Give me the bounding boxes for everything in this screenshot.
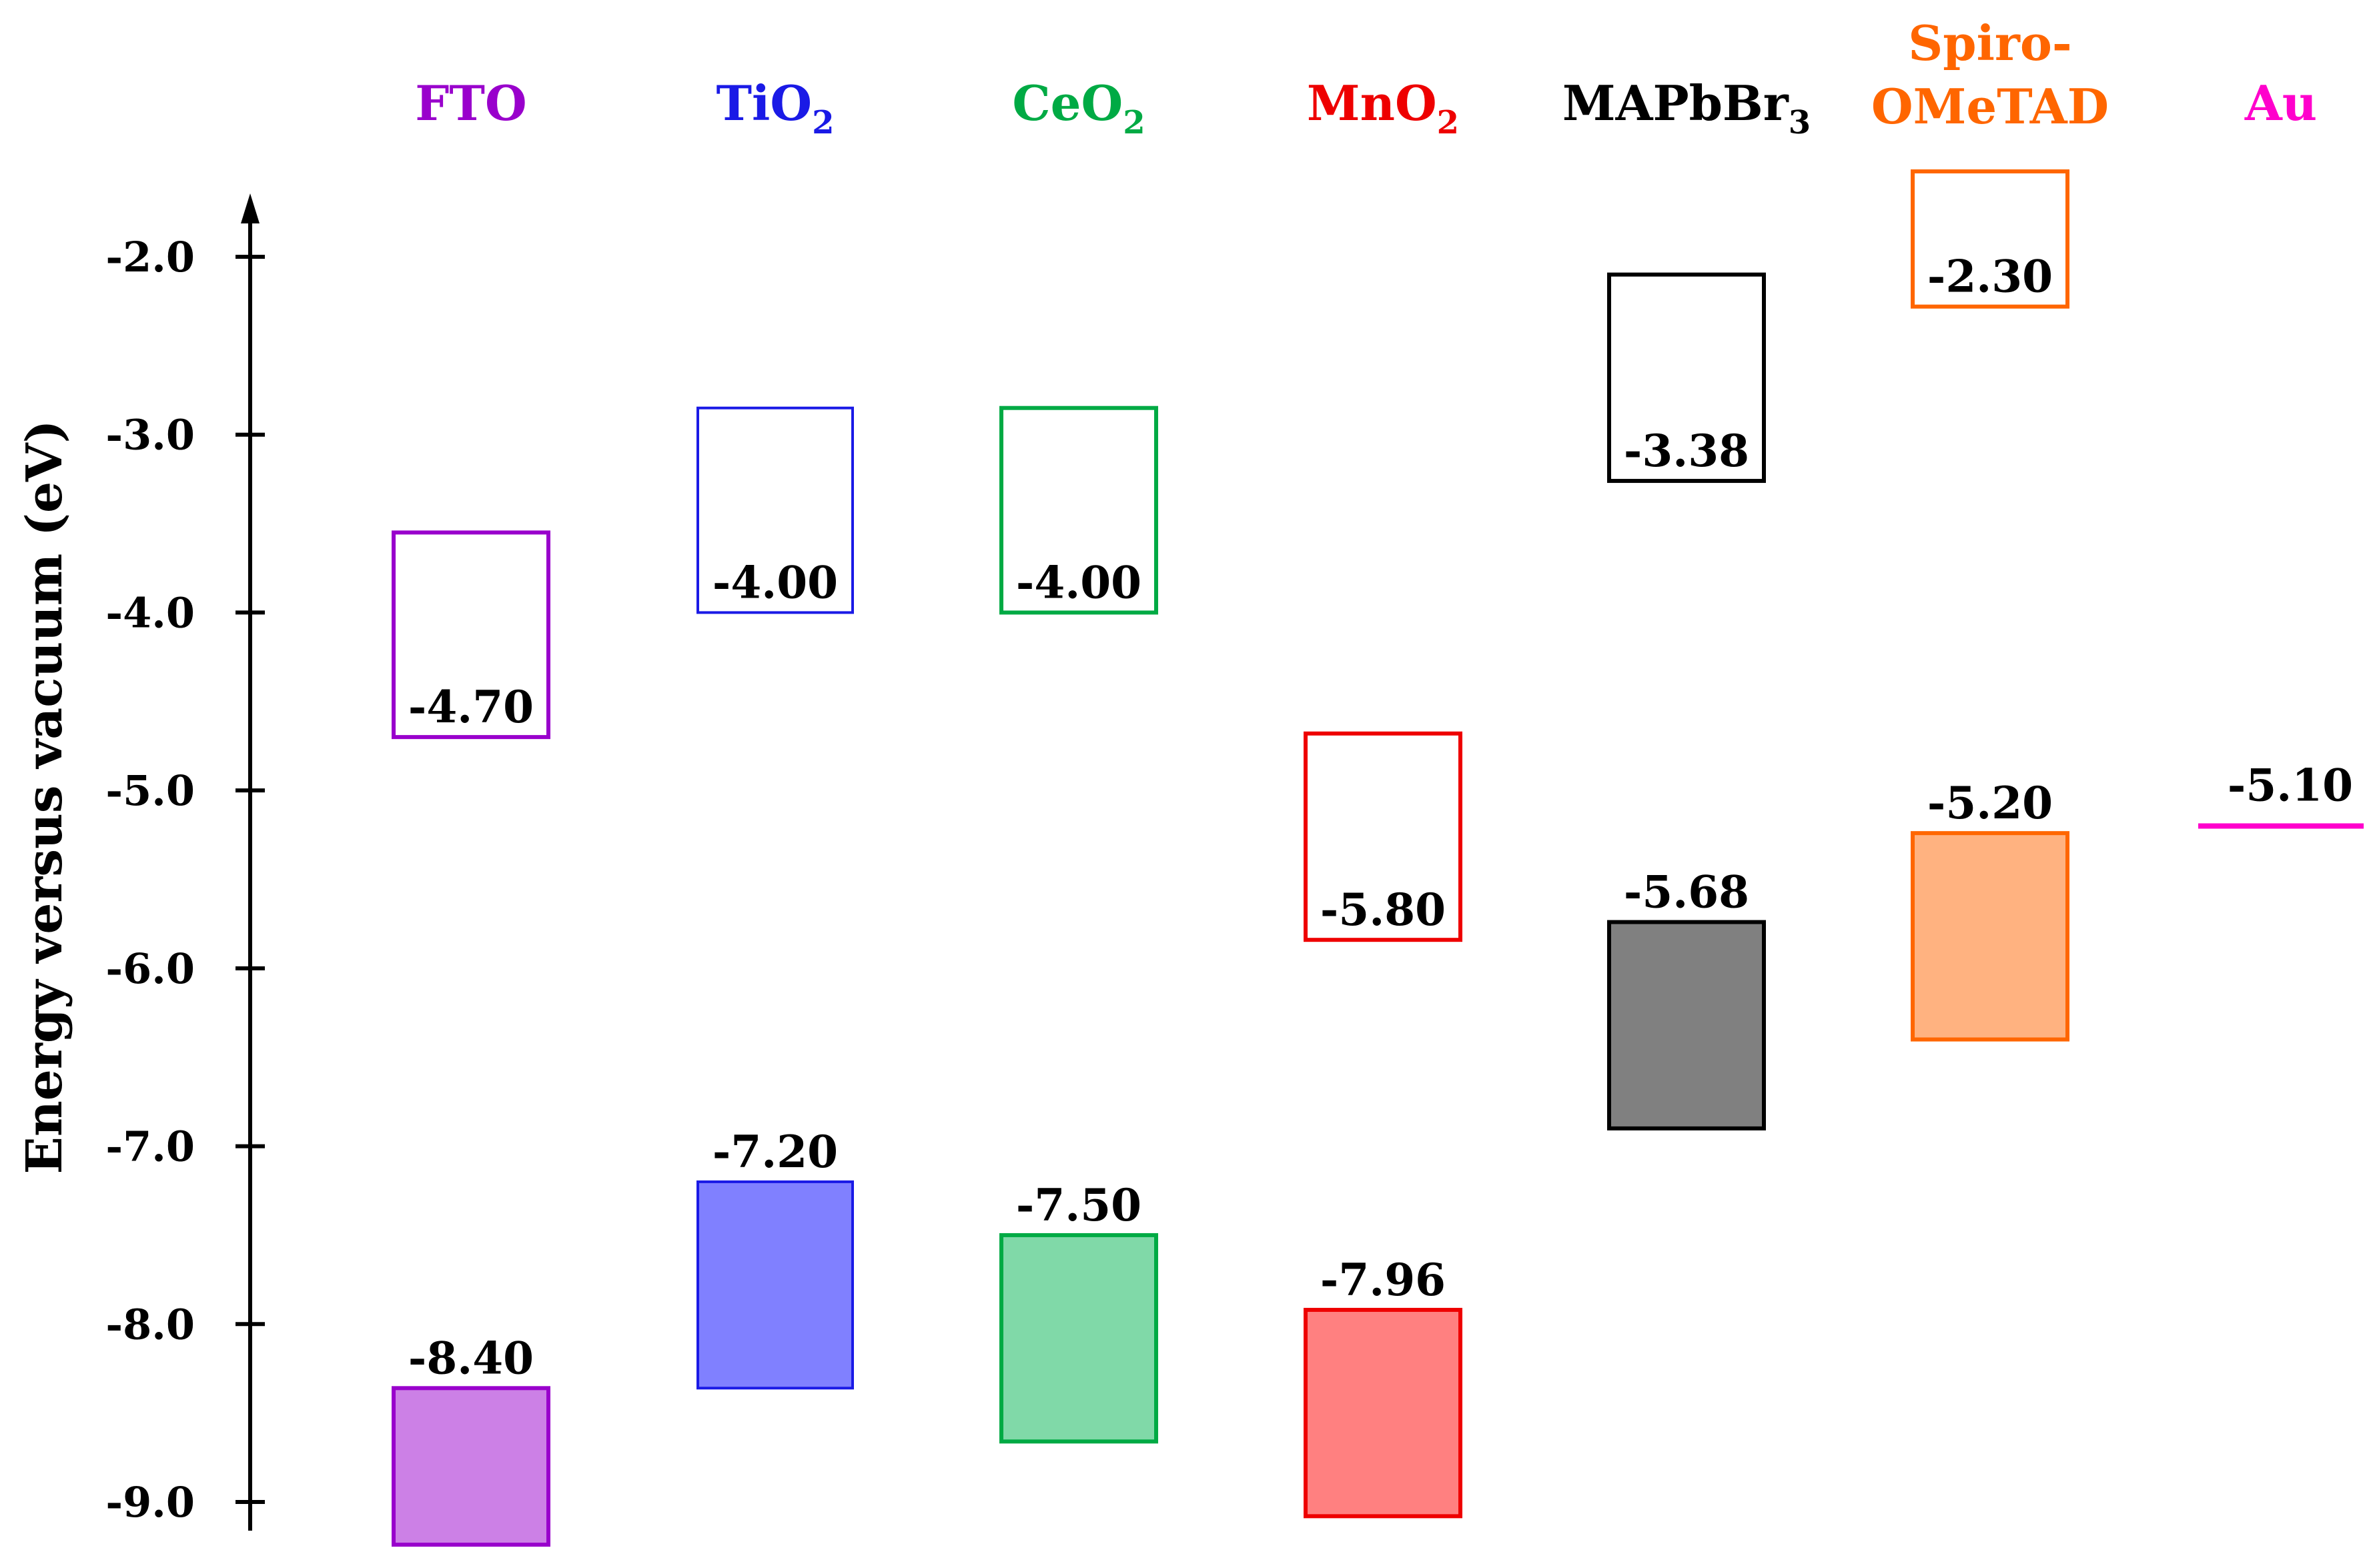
material-header: CeO2 — [1012, 75, 1145, 141]
material-header: Au — [2244, 75, 2317, 131]
valence-band-label: -8.40 — [408, 1332, 534, 1384]
conduction-band-label: -3.38 — [1624, 425, 1749, 477]
valence-band-box — [392, 1386, 550, 1547]
valence-band-label: -7.50 — [1016, 1179, 1141, 1231]
material-header: MnO2 — [1307, 75, 1459, 141]
valence-band-box — [999, 1233, 1158, 1444]
y-tick-label: -5.0 — [105, 766, 195, 815]
material-header-line2: OMeTAD — [1871, 78, 2109, 135]
y-tick-label: -9.0 — [105, 1478, 195, 1527]
conduction-band-box — [1911, 169, 2069, 309]
valence-band-box — [1607, 920, 1766, 1130]
band-boxes — [392, 169, 2364, 1547]
conduction-band-label: -4.00 — [713, 556, 838, 608]
valence-band-box — [1304, 1307, 1462, 1519]
conduction-band-label: -4.70 — [408, 681, 534, 733]
material-header: TiO2 — [716, 75, 834, 141]
valence-band-label: -7.20 — [713, 1126, 838, 1178]
material-header: Spiro- — [1908, 15, 2072, 71]
y-axis: -2.0 -3.0 -4.0 -5.0 -6.0 -7.0 -8.0 -9.0 Energy v… — [16, 193, 265, 1531]
y-tick-label: -4.0 — [105, 588, 195, 637]
valence-band-label: -5.20 — [1927, 777, 2053, 829]
valence-band-box — [1911, 831, 2069, 1042]
y-tick-label: -7.0 — [105, 1122, 195, 1171]
material-header: FTO — [415, 75, 526, 131]
work-function-label: -5.10 — [2228, 759, 2353, 811]
conduction-band-label: -2.30 — [1927, 251, 2053, 303]
valence-band-label: -7.96 — [1320, 1254, 1446, 1306]
y-axis-title: Energy versus vacuum (eV) — [16, 420, 73, 1174]
valence-band-box — [696, 1180, 854, 1390]
energy-labels: -4.70 -8.40 -4.00 -7.20 -4.00 -7.50 -5.80 -7.96… — [408, 251, 2353, 1385]
conduction-band-box — [999, 406, 1158, 615]
y-tick-label: -3.0 — [105, 411, 195, 460]
conduction-band-box — [392, 530, 550, 740]
valence-band-label: -5.68 — [1624, 866, 1749, 918]
y-tick-label: -8.0 — [105, 1300, 195, 1349]
conduction-band-label: -4.00 — [1016, 556, 1141, 608]
y-tick-label: -6.0 — [105, 944, 195, 993]
conduction-band-box — [1304, 731, 1462, 942]
y-axis-arrowhead — [241, 193, 260, 223]
material-headers: FTO TiO2 CeO2 MnO2 MAPbBr3 Spiro- OMeTAD Au — [415, 15, 2317, 141]
conduction-band-box — [1607, 272, 1766, 484]
material-header: MAPbBr3 — [1562, 75, 1811, 141]
conduction-band-label: -5.80 — [1320, 884, 1446, 936]
y-tick-label: -2.0 — [105, 233, 195, 281]
conduction-band-box — [696, 406, 854, 614]
